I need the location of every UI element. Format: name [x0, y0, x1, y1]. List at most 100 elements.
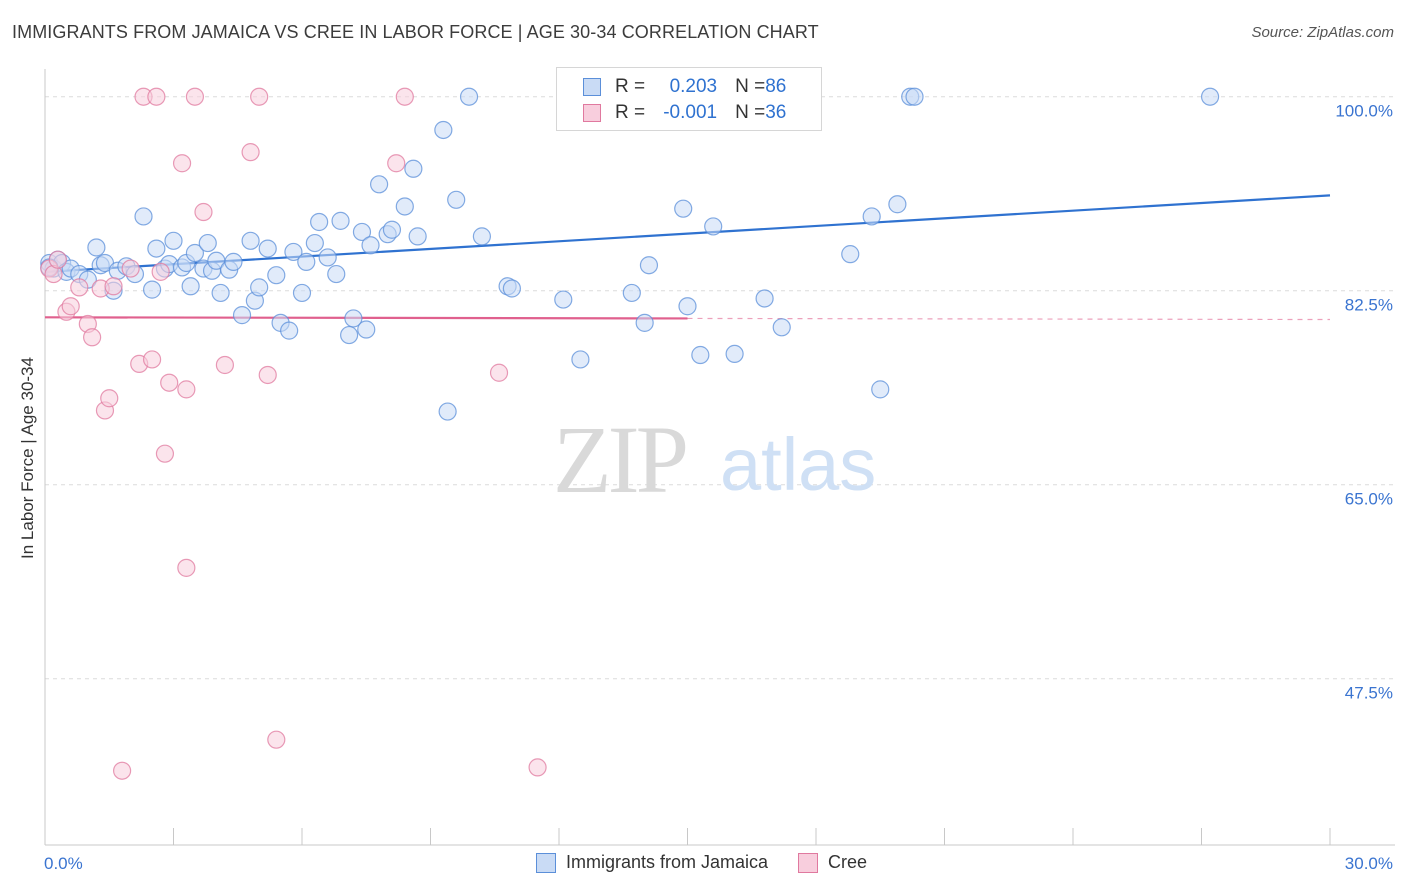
legend-swatch-blue — [536, 852, 556, 873]
legend-r-label: R = — [615, 102, 646, 123]
data-point-pink — [70, 278, 89, 297]
data-point-blue — [357, 320, 376, 339]
legend-swatch-pink — [798, 852, 819, 873]
data-point-pink — [121, 259, 140, 278]
legend-label-cree: Cree — [828, 852, 868, 872]
data-point-pink — [172, 154, 192, 173]
watermark: ZIP atlas — [553, 406, 876, 513]
data-points — [40, 87, 1220, 780]
data-point-pink — [395, 87, 414, 106]
data-point-pink — [83, 328, 102, 347]
data-point-pink — [104, 277, 123, 296]
watermark-atlas: atlas — [720, 423, 876, 506]
data-point-blue — [211, 283, 230, 303]
data-point-blue — [678, 297, 697, 316]
data-point-pink — [258, 365, 277, 385]
watermark-zip: ZIP — [553, 406, 686, 513]
data-point-blue — [635, 313, 654, 332]
data-point-blue — [185, 243, 205, 263]
data-point-pink — [155, 444, 175, 463]
data-point-blue — [888, 195, 907, 214]
legend-item-cree[interactable]: Cree — [798, 852, 867, 873]
data-point-pink — [489, 363, 509, 382]
data-point-blue — [181, 277, 200, 296]
data-point-blue — [871, 380, 890, 399]
data-point-blue — [284, 242, 303, 262]
data-point-blue — [755, 289, 774, 308]
data-point-blue — [438, 402, 457, 421]
legend-swatch-pink — [583, 104, 601, 122]
data-point-blue — [382, 220, 402, 239]
data-point-blue — [87, 238, 106, 257]
y-tick-label: 100.0% — [1335, 102, 1393, 121]
legend-row-jamaica: R = 0.203 N = 86 — [583, 75, 786, 99]
grid-lines — [45, 96, 1395, 680]
data-point-blue — [862, 207, 881, 226]
data-point-blue — [292, 283, 312, 303]
data-point-blue — [1200, 87, 1220, 106]
data-point-blue — [447, 190, 466, 209]
data-point-blue — [305, 233, 324, 253]
data-point-blue — [361, 236, 380, 255]
data-point-blue — [370, 175, 389, 194]
trend-lines — [44, 194, 1331, 321]
source-label: Source: ZipAtlas.com — [1251, 24, 1394, 41]
trend-line-pink — [44, 316, 688, 320]
data-point-blue — [404, 159, 423, 178]
tick-labels: 47.5% 65.0% 82.5% 100.0% 0.0% 30.0% — [44, 102, 1393, 873]
data-point-pink — [61, 297, 80, 316]
data-point-blue — [310, 212, 329, 232]
data-point-blue — [905, 87, 924, 106]
data-point-blue — [472, 227, 491, 246]
data-point-blue — [502, 279, 521, 298]
legend-item-jamaica[interactable]: Immigrants from Jamaica — [536, 852, 768, 873]
legend-n-label: N = — [735, 102, 766, 123]
legend-r-value: 0.203 — [669, 76, 718, 97]
data-point-blue — [340, 325, 359, 345]
data-point-pink — [112, 761, 132, 780]
legend-n-label: N = — [735, 76, 766, 97]
data-point-pink — [100, 389, 119, 408]
data-point-blue — [704, 217, 723, 236]
y-tick-label: 47.5% — [1345, 684, 1393, 703]
data-point-pink — [48, 250, 67, 269]
x-tick-label: 0.0% — [44, 854, 83, 873]
trend-line-blue — [44, 194, 1331, 273]
data-point-blue — [622, 283, 641, 303]
data-point-blue — [554, 290, 573, 309]
y-axis-label: In Labor Force | Age 30-34 — [18, 357, 37, 559]
data-point-pink — [151, 262, 170, 281]
data-point-blue — [258, 239, 277, 258]
data-point-blue — [164, 231, 183, 250]
data-point-blue — [408, 227, 427, 246]
legend-r-label: R = — [615, 76, 646, 97]
data-point-blue — [241, 231, 260, 250]
data-point-blue — [250, 278, 269, 297]
data-point-blue — [434, 120, 453, 140]
data-point-blue — [395, 197, 414, 216]
data-point-pink — [267, 730, 286, 749]
data-point-blue — [134, 207, 153, 226]
data-point-blue — [267, 266, 286, 285]
data-point-pink — [142, 350, 162, 369]
data-point-blue — [147, 239, 166, 258]
data-point-pink — [528, 758, 547, 777]
legend-r-value: -0.001 — [663, 102, 718, 123]
data-point-blue — [318, 248, 337, 267]
data-point-blue — [224, 252, 243, 271]
y-tick-label: 82.5% — [1345, 296, 1393, 315]
data-point-blue — [198, 233, 217, 253]
data-point-blue — [352, 222, 372, 242]
data-point-blue — [459, 87, 479, 106]
axes — [44, 69, 1395, 846]
data-point-blue — [725, 344, 744, 364]
data-point-pink — [241, 143, 260, 162]
data-point-blue — [674, 199, 693, 218]
legend-row-cree: R = -0.001 N = 36 — [583, 101, 786, 125]
legend-swatch-blue — [583, 78, 601, 96]
data-point-pink — [177, 380, 196, 399]
chart-title: IMMIGRANTS FROM JAMAICA VS CREE IN LABOR… — [12, 22, 819, 42]
series-legend: Immigrants from Jamaica Cree — [536, 852, 897, 873]
data-point-pink — [177, 558, 196, 577]
